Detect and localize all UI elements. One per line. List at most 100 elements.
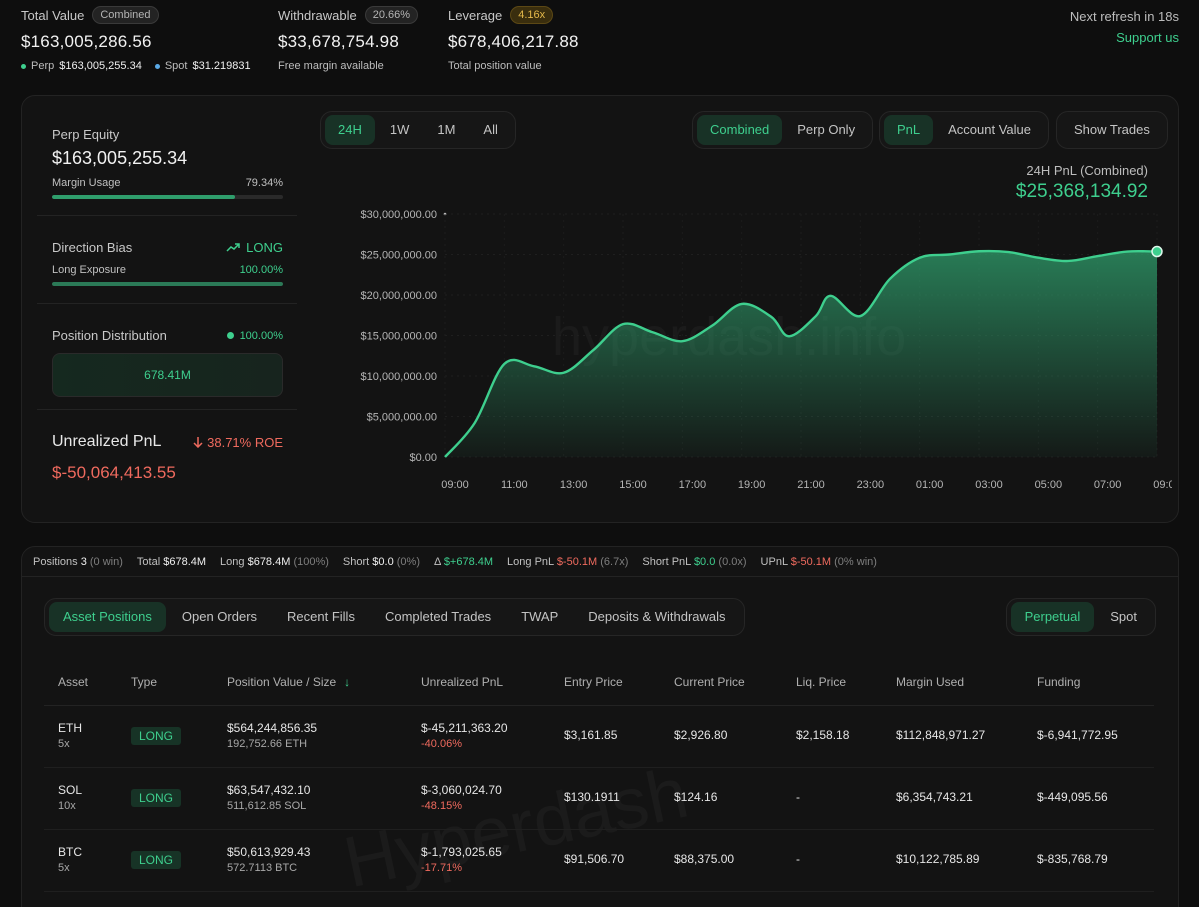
margin-usage-value: 79.34% xyxy=(245,177,283,189)
column-header-asset[interactable]: Asset xyxy=(58,675,88,689)
metric-selector: PnL Account Value xyxy=(879,111,1050,149)
mode-perpetual[interactable]: Perpetual xyxy=(1010,602,1095,632)
tab-recent-fills[interactable]: Recent Fills xyxy=(287,609,355,624)
spot-dot-icon xyxy=(154,63,160,69)
sort-arrow-down-icon[interactable]: ↓ xyxy=(344,675,351,689)
position-distribution-label: Position Distribution xyxy=(52,328,167,343)
range-1m[interactable]: 1M xyxy=(437,122,456,137)
position-value-cell-sub: 192,752.66 ETH xyxy=(227,738,308,750)
y-tick-label: $30,000,000.00 xyxy=(361,209,437,221)
margin-used-cell-value: $112,848,971.27 xyxy=(896,728,986,742)
summary-header: Total Value Combined $163,005,286.56 Per… xyxy=(0,0,1199,90)
metric-pnl[interactable]: PnL xyxy=(884,115,934,145)
unrealized-pnl-cell-sub: -48.15% xyxy=(421,800,462,812)
strip-positions-win: (0 win) xyxy=(89,555,123,568)
table-row[interactable]: BTC 5x LONG $50,613,929.43 572.7113 BTC $-1,7… xyxy=(44,830,1154,892)
tab-twap[interactable]: TWAP xyxy=(521,609,559,624)
strip-short-pct: (0%) xyxy=(396,555,420,568)
entry-price-cell-value: $91,506.70 xyxy=(564,852,625,866)
unrealized-pnl-cell: $-45,211,363.20 -40.06% xyxy=(421,721,508,750)
position-value-cell-sub: 511,612.85 SOL xyxy=(227,800,307,812)
y-tick-label: $15,000,000.00 xyxy=(361,331,437,343)
position-value-amount: $678,406,217.88 xyxy=(448,32,579,51)
metric-account-value[interactable]: Account Value xyxy=(948,122,1032,137)
unrealized-pnl-label: Unrealized PnL xyxy=(52,433,162,450)
range-24h[interactable]: 24H xyxy=(325,115,375,145)
x-tick-label: 17:00 xyxy=(679,479,707,491)
table-row[interactable]: SOL 10x LONG $63,547,432.10 511,612.85 SOL $-… xyxy=(44,768,1154,830)
long-exposure-bar xyxy=(52,282,283,286)
unrealized-pnl-cell-sub: -17.71% xyxy=(421,862,462,874)
asset-cell-value: BTC xyxy=(58,845,82,859)
table-row[interactable]: ETH 5x LONG $564,244,856.35 192,752.66 ETH $-… xyxy=(44,706,1154,768)
range-all[interactable]: All xyxy=(483,122,498,137)
tab-open-orders[interactable]: Open Orders xyxy=(181,609,258,624)
spot-value: $31.219831 xyxy=(192,60,251,72)
range-1w[interactable]: 1W xyxy=(389,122,410,137)
tab-completed-trades[interactable]: Completed Trades xyxy=(384,609,492,624)
scope-combined[interactable]: Combined xyxy=(697,115,783,145)
show-trades-button[interactable]: Show Trades xyxy=(1074,122,1150,137)
pnl-area-chart[interactable]: $0.00 $5,000,000.00 $10,000,000.00 $15,000,… xyxy=(322,201,1172,501)
unrealized-pnl-cell-value: $-45,211,363.20 xyxy=(421,721,508,735)
scope-selector: Combined Perp Only xyxy=(692,111,874,149)
current-price-cell-value: $88,375.00 xyxy=(674,852,735,866)
spot-label: Spot xyxy=(164,60,188,72)
liq-price-cell: $2,158.18 xyxy=(796,728,849,742)
tab-asset-positions[interactable]: Asset Positions xyxy=(49,602,166,632)
column-header-label: Liq. Price xyxy=(796,675,847,689)
asset-cell: SOL 10x xyxy=(58,783,82,812)
strip-positions-label: Positions xyxy=(33,555,78,568)
entry-price-cell-value: $3,161.85 xyxy=(564,728,618,742)
y-tick-label: $10,000,000.00 xyxy=(361,371,437,383)
margin-used-cell: $10,122,785.89 xyxy=(896,852,979,866)
scope-perp-only[interactable]: Perp Only xyxy=(797,122,856,137)
position-value-cell-value: $50,613,929.43 xyxy=(227,845,311,859)
mode-spot[interactable]: Spot xyxy=(1110,609,1137,624)
pnl-current-point[interactable] xyxy=(1151,245,1163,258)
combined-badge[interactable]: Combined xyxy=(92,6,159,24)
position-value-cell-value: $564,244,856.35 xyxy=(227,721,318,735)
type-badge: LONG xyxy=(131,789,182,807)
y-tick-label: $20,000,000.00 xyxy=(361,290,437,302)
long-exposure-fill xyxy=(52,282,283,286)
column-header-margin-used[interactable]: Margin Used xyxy=(896,675,964,689)
total-value-stat: Total Value Combined $163,005,286.56 Per… xyxy=(21,6,251,72)
withdrawable-label: Withdrawable xyxy=(278,7,357,23)
unrealized-pnl-value: $-50,064,413.55 xyxy=(52,463,176,482)
column-header-entry-price[interactable]: Entry Price xyxy=(564,675,623,689)
margin-usage-bar xyxy=(52,195,283,199)
column-header-position-value-size[interactable]: Position Value / Size ↓ xyxy=(227,675,350,689)
tab-deposits-withdrawals[interactable]: Deposits & Withdrawals xyxy=(588,609,726,624)
strip-short-label: Short xyxy=(342,555,370,568)
x-tick-label: 11:00 xyxy=(501,479,528,491)
entry-price-cell: $130.1911 xyxy=(564,790,620,804)
direction-bias-value: LONG xyxy=(246,240,283,255)
x-tick-label: 01:00 xyxy=(916,479,944,491)
funding-cell-value: $-6,941,772.95 xyxy=(1037,728,1118,742)
x-tick-label: 15:00 xyxy=(619,479,647,491)
unrealized-pnl-section: Unrealized PnL 38.71% ROE $-50,064,413.5… xyxy=(37,410,297,483)
perp-equity-value: $163,005,255.34 xyxy=(52,148,188,168)
x-tick-label: 07:00 xyxy=(1094,479,1122,491)
column-header-current-price[interactable]: Current Price xyxy=(674,675,745,689)
current-price-cell: $88,375.00 xyxy=(674,852,734,866)
column-header-label: Entry Price xyxy=(564,675,623,689)
x-tick-label: 23:00 xyxy=(857,479,885,491)
column-header-type[interactable]: Type xyxy=(131,675,157,689)
liq-price-cell-value: - xyxy=(796,790,800,804)
position-value-cell-value: $63,547,432.10 xyxy=(227,783,311,797)
perp-value: $163,005,255.34 xyxy=(59,60,142,72)
entry-price-cell: $91,506.70 xyxy=(564,852,624,866)
time-range-selector: 24H 1W 1M All xyxy=(320,111,516,149)
strip-long-pnl-value: $-50.1M xyxy=(556,555,598,568)
strip-delta-value: $+678.4M xyxy=(443,555,494,568)
account-metrics-panel: Perp Equity $163,005,255.34 Margin Usage… xyxy=(37,96,297,524)
support-link[interactable]: Support us xyxy=(1116,30,1179,45)
column-header-unrealized-pnl[interactable]: Unrealized PnL xyxy=(421,675,503,689)
position-distribution-bar[interactable]: 678.41M xyxy=(52,353,283,397)
column-header-liq-price[interactable]: Liq. Price xyxy=(796,675,846,689)
long-exposure-value: 100.00% xyxy=(239,264,283,276)
column-header-funding[interactable]: Funding xyxy=(1037,675,1080,689)
margin-usage-label: Margin Usage xyxy=(52,177,121,189)
